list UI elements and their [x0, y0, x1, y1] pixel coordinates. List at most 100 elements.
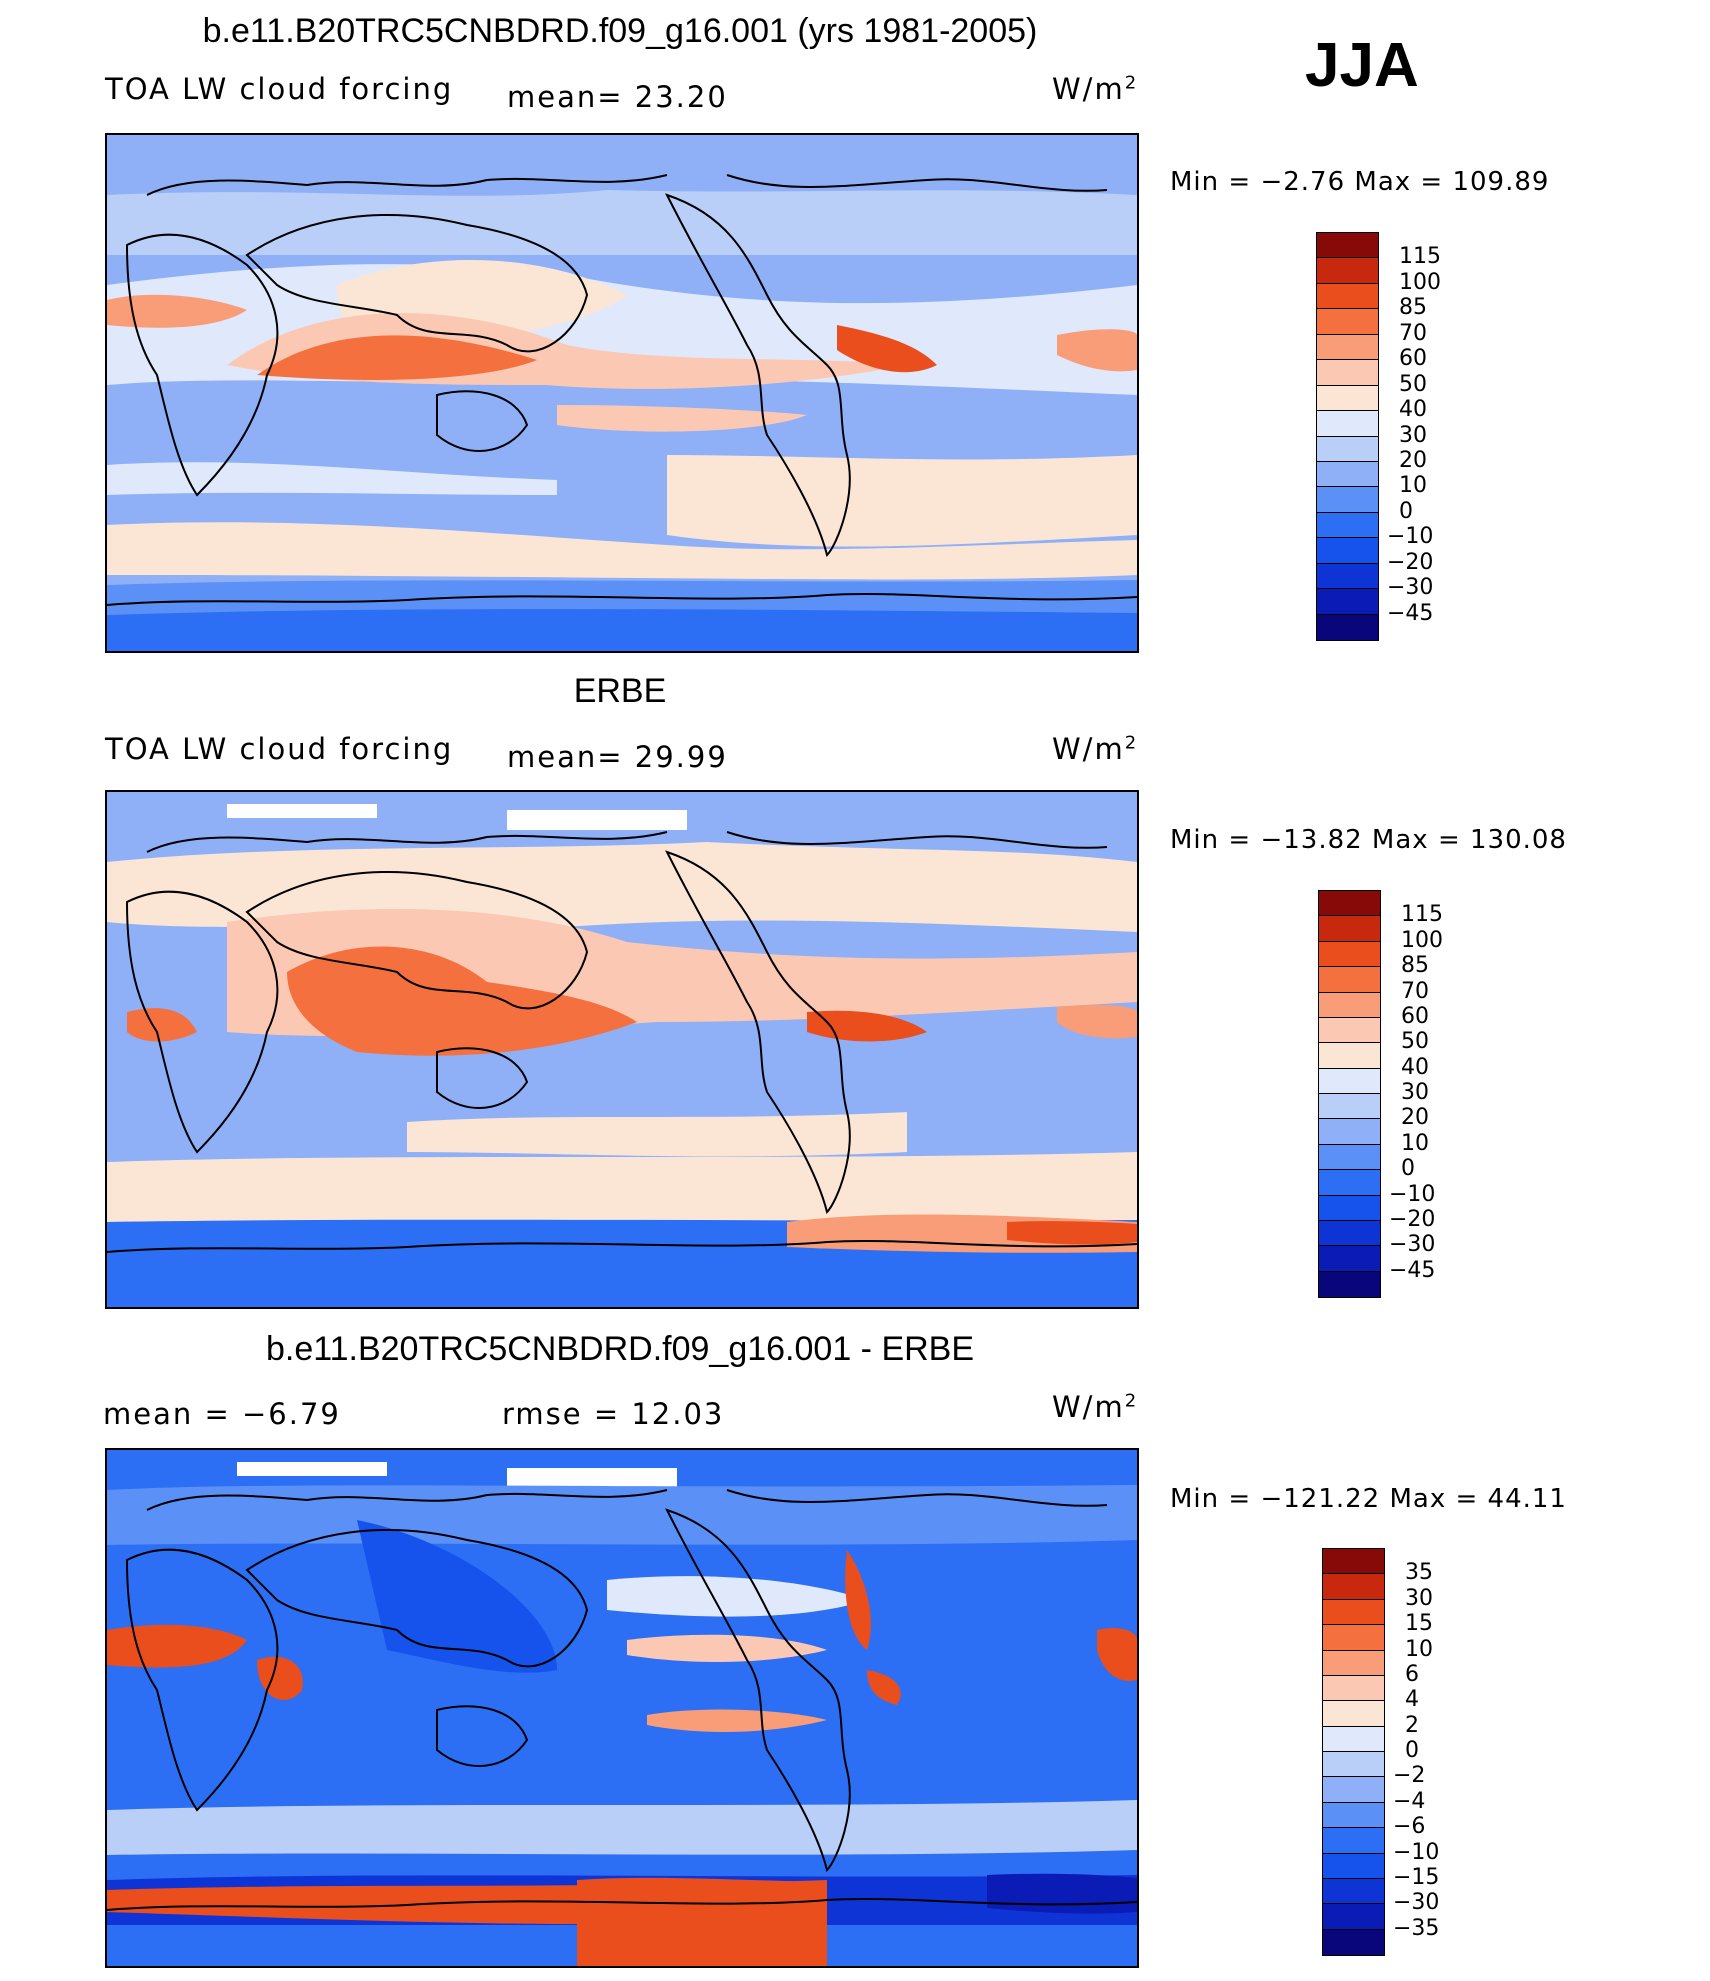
colorbar-level-label: 115 — [1401, 902, 1443, 928]
colorbar-level-label: 30 — [1405, 1585, 1433, 1611]
colorbar-level-label: −4 — [1393, 1788, 1426, 1814]
colorbar-swatch — [1319, 1068, 1380, 1094]
colorbar-swatch — [1319, 941, 1380, 968]
panel-3-units: W/m2 — [1052, 1390, 1139, 1424]
colorbar-swatch — [1323, 1574, 1384, 1600]
colorbar-swatch — [1319, 891, 1380, 917]
panel-2-variable-label: TOA LW cloud forcing — [105, 732, 454, 766]
colorbar-swatch — [1319, 1271, 1380, 1297]
colorbar-level-label: 70 — [1399, 320, 1427, 346]
colorbar-swatch — [1319, 1043, 1380, 1069]
colorbar-swatch — [1317, 614, 1378, 640]
colorbar-level-label: 100 — [1399, 269, 1441, 295]
colorbar-level-label: −10 — [1387, 524, 1434, 550]
colorbar-swatch — [1323, 1904, 1384, 1930]
colorbar-level-label: −20 — [1389, 1206, 1436, 1232]
colorbar-swatch — [1317, 512, 1378, 539]
colorbar-level-label: 20 — [1399, 447, 1427, 473]
colorbar-swatch — [1317, 360, 1378, 386]
panel-2-mean-label: mean= 29.99 — [507, 740, 728, 774]
colorbar-swatch — [1319, 967, 1380, 993]
colorbar-level-label: 100 — [1401, 927, 1443, 953]
panel-1-units: W/m2 — [1052, 72, 1139, 106]
colorbar-level-label: 2 — [1405, 1712, 1419, 1738]
colorbar-level-label: 85 — [1401, 953, 1429, 979]
colorbar-swatch — [1323, 1853, 1384, 1879]
colorbar-swatch — [1319, 1220, 1380, 1247]
colorbar-swatch — [1323, 1625, 1384, 1651]
colorbar-level-label: 60 — [1401, 1003, 1429, 1029]
colorbar-swatch — [1317, 487, 1378, 513]
colorbar-swatch — [1323, 1752, 1384, 1778]
panel-2-map — [105, 790, 1139, 1309]
colorbar-swatch — [1323, 1802, 1384, 1829]
colorbar-swatch — [1317, 436, 1378, 462]
colorbar-level-label: 0 — [1405, 1738, 1419, 1763]
panel-1-minmax: Min = −2.76 Max = 109.89 — [1170, 167, 1550, 197]
colorbar-level-label: 0 — [1401, 1156, 1415, 1182]
colorbar-swatch — [1319, 1144, 1380, 1171]
panel-3-minmax: Min = −121.22 Max = 44.11 — [1170, 1484, 1567, 1514]
colorbar-level-label: 30 — [1399, 422, 1427, 448]
panel-3-title: b.e11.B20TRC5CNBDRD.f09_g16.001 - ERBE — [265, 1330, 975, 1368]
colorbar-level-label: 20 — [1401, 1105, 1429, 1131]
colorbar-swatch — [1317, 309, 1378, 335]
colorbar-level-label: 10 — [1405, 1636, 1433, 1662]
colorbar-swatch — [1317, 334, 1378, 361]
panel-2-colorbar — [1318, 890, 1381, 1298]
colorbar-swatch — [1317, 538, 1378, 564]
colorbar-swatch — [1323, 1675, 1384, 1702]
panel-2-title: ERBE — [573, 672, 667, 710]
colorbar-swatch — [1319, 1119, 1380, 1145]
colorbar-level-label: 40 — [1399, 397, 1427, 423]
colorbar-swatch — [1323, 1650, 1384, 1676]
colorbar-level-label: −30 — [1389, 1232, 1436, 1258]
colorbar-swatch — [1317, 589, 1378, 615]
colorbar-swatch — [1323, 1726, 1384, 1752]
colorbar-level-label: 15 — [1405, 1611, 1433, 1637]
colorbar-swatch — [1323, 1878, 1384, 1905]
colorbar-level-label: −45 — [1387, 600, 1434, 626]
colorbar-swatch — [1323, 1828, 1384, 1854]
colorbar-level-label: −2 — [1393, 1763, 1426, 1789]
colorbar-swatch — [1319, 1017, 1380, 1044]
colorbar-level-label: 85 — [1399, 295, 1427, 321]
colorbar-swatch — [1323, 1599, 1384, 1626]
colorbar-swatch — [1317, 258, 1378, 284]
colorbar-level-label: −35 — [1393, 1915, 1440, 1941]
colorbar-level-label: −6 — [1393, 1814, 1426, 1840]
colorbar-level-label: −30 — [1387, 575, 1434, 601]
panel-1-mean-label: mean= 23.20 — [507, 80, 728, 114]
colorbar-level-label: 4 — [1405, 1687, 1419, 1713]
colorbar-level-label: −20 — [1387, 549, 1434, 575]
colorbar-level-label: 60 — [1399, 346, 1427, 372]
colorbar-level-label: 115 — [1399, 244, 1441, 270]
colorbar-level-label: 6 — [1405, 1661, 1419, 1687]
colorbar-swatch — [1319, 1094, 1380, 1120]
panel-3-colorbar — [1322, 1548, 1385, 1956]
colorbar-swatch — [1323, 1549, 1384, 1575]
colorbar-level-label: 70 — [1401, 978, 1429, 1004]
panel-1-variable-label: TOA LW cloud forcing — [105, 72, 454, 106]
colorbar-level-label: −10 — [1393, 1839, 1440, 1865]
colorbar-swatch — [1317, 563, 1378, 590]
colorbar-swatch — [1317, 385, 1378, 412]
panel-1-title: b.e11.B20TRC5CNBDRD.f09_g16.001 (yrs 198… — [202, 12, 1038, 50]
colorbar-level-label: 30 — [1401, 1080, 1429, 1105]
colorbar-level-label: 10 — [1401, 1130, 1429, 1156]
colorbar-level-label: 50 — [1401, 1029, 1429, 1055]
panel-1-map-svg — [107, 135, 1137, 651]
colorbar-level-label: 40 — [1401, 1054, 1429, 1080]
colorbar-swatch — [1319, 1170, 1380, 1196]
panel-1-map — [105, 133, 1139, 653]
colorbar-level-label: 50 — [1399, 371, 1427, 397]
panel-3-map — [105, 1448, 1139, 1968]
panel-2-minmax: Min = −13.82 Max = 130.08 — [1170, 825, 1567, 855]
panel-1-colorbar — [1316, 232, 1379, 641]
panel-2-units: W/m2 — [1052, 732, 1139, 766]
colorbar-level-label: −45 — [1389, 1257, 1436, 1283]
colorbar-level-label: 35 — [1405, 1560, 1433, 1586]
colorbar-level-label: −15 — [1393, 1864, 1440, 1890]
colorbar-swatch — [1323, 1777, 1384, 1803]
colorbar-level-label: −10 — [1389, 1181, 1436, 1207]
